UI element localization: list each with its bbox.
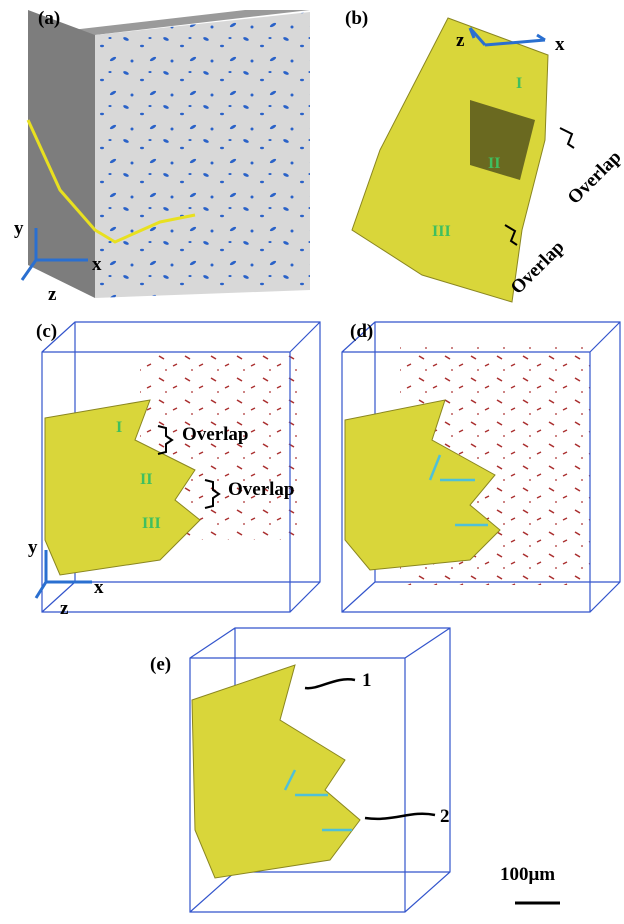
annotation: Overlap (182, 424, 249, 445)
panel-c: (c) y x z I II III Overlap Overlap (28, 321, 320, 619)
region-label: I (516, 75, 522, 92)
annotation: Overlap (564, 147, 624, 209)
axis-label: x (94, 577, 104, 598)
panel-label: (a) (38, 8, 60, 29)
cube-side (28, 10, 95, 298)
figure: (a) y x z (b) z x I II III Overlap Overl… (0, 0, 624, 924)
region-label: III (432, 223, 451, 240)
axis-label: x (92, 254, 102, 275)
panel-label: (e) (150, 654, 171, 675)
fracture-surface (192, 665, 360, 878)
panel-label: (b) (345, 8, 368, 29)
cube-front (95, 12, 310, 298)
annotation: 2 (440, 806, 450, 827)
scale-bar-label: 100μm (500, 864, 555, 885)
axis-label: y (14, 218, 24, 239)
axis-label: z (456, 30, 465, 51)
panel-b: (b) z x I II III Overlap Overlap (345, 8, 624, 302)
annotation: Overlap (228, 479, 295, 500)
panel-label: (c) (36, 321, 57, 342)
axis-label: x (555, 34, 565, 55)
panel-a: (a) y x z (14, 8, 310, 305)
annotation: 1 (362, 670, 372, 691)
region-label: II (140, 471, 152, 488)
panel-e: (e) 1 2 (150, 628, 450, 912)
region-label: III (142, 515, 161, 532)
panel-label: (d) (350, 321, 373, 342)
axis-label: y (28, 537, 38, 558)
panel-d: (d) (342, 321, 620, 612)
region-label: I (116, 419, 122, 436)
axis-label: z (48, 284, 57, 305)
region-label: II (488, 155, 500, 172)
axis-label: z (60, 598, 69, 619)
